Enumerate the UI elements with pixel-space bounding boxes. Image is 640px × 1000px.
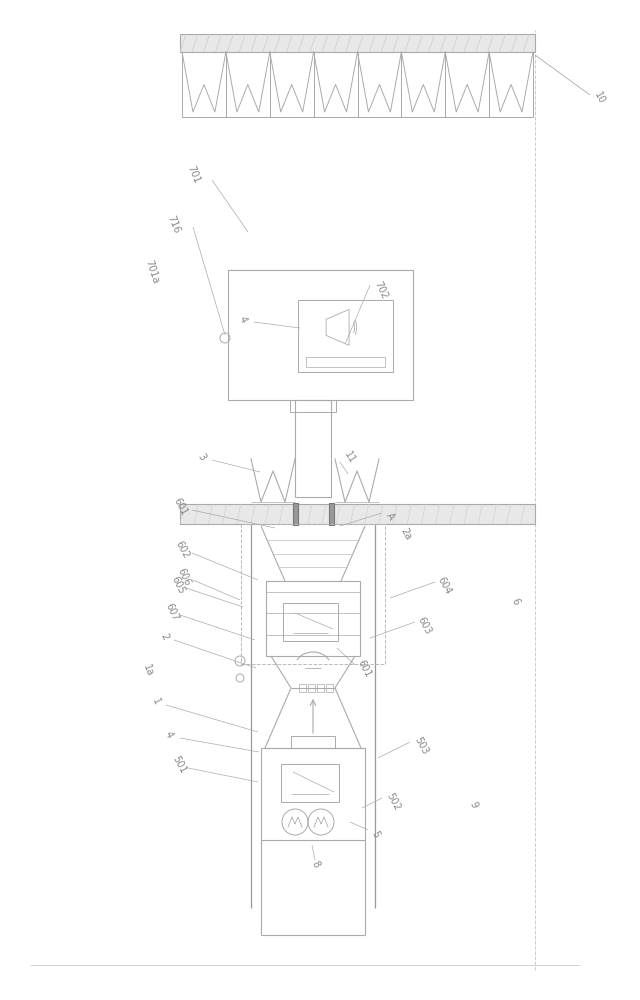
Text: 1a: 1a bbox=[141, 663, 155, 677]
Text: 501: 501 bbox=[170, 754, 188, 776]
Bar bbox=[291, 736, 335, 748]
Text: 4: 4 bbox=[163, 730, 175, 740]
Bar bbox=[180, 34, 535, 52]
Text: 4: 4 bbox=[237, 315, 249, 325]
Text: 607: 607 bbox=[164, 602, 181, 622]
Bar bbox=[317, 684, 324, 692]
Text: 601: 601 bbox=[172, 497, 189, 517]
Text: 6: 6 bbox=[510, 597, 522, 607]
Text: 604: 604 bbox=[436, 576, 454, 596]
Text: 2a: 2a bbox=[398, 526, 413, 542]
Text: 605: 605 bbox=[170, 575, 187, 595]
Text: 701: 701 bbox=[185, 164, 201, 184]
Bar bbox=[283, 603, 338, 641]
Bar bbox=[228, 270, 413, 400]
Text: 5: 5 bbox=[369, 829, 381, 839]
Bar bbox=[306, 357, 385, 367]
Text: 601: 601 bbox=[356, 659, 374, 679]
Text: 606: 606 bbox=[176, 567, 193, 587]
Text: 2: 2 bbox=[158, 632, 170, 642]
Text: 10: 10 bbox=[592, 90, 607, 106]
Bar bbox=[281, 764, 339, 802]
Bar bbox=[290, 400, 336, 412]
Text: 503: 503 bbox=[412, 735, 429, 757]
Text: A: A bbox=[384, 511, 396, 521]
Text: 702: 702 bbox=[372, 279, 389, 301]
Bar bbox=[266, 581, 360, 656]
Bar bbox=[308, 684, 315, 692]
Text: 8: 8 bbox=[310, 859, 322, 869]
Text: 11: 11 bbox=[342, 450, 357, 466]
Text: 502: 502 bbox=[384, 791, 401, 813]
Bar bbox=[295, 400, 331, 497]
Bar bbox=[180, 504, 535, 524]
Text: 701a: 701a bbox=[143, 259, 160, 285]
Text: 3: 3 bbox=[196, 452, 208, 462]
Bar bbox=[299, 684, 306, 692]
Text: 9: 9 bbox=[468, 800, 479, 810]
Text: 602: 602 bbox=[174, 539, 191, 561]
Bar bbox=[261, 748, 365, 840]
Bar bbox=[293, 503, 298, 525]
Bar bbox=[329, 503, 334, 525]
Bar bbox=[326, 684, 333, 692]
Text: 716: 716 bbox=[165, 214, 181, 234]
Text: 1: 1 bbox=[150, 697, 162, 707]
Bar bbox=[241, 524, 385, 664]
Text: 603: 603 bbox=[416, 616, 433, 636]
Bar bbox=[298, 300, 393, 372]
